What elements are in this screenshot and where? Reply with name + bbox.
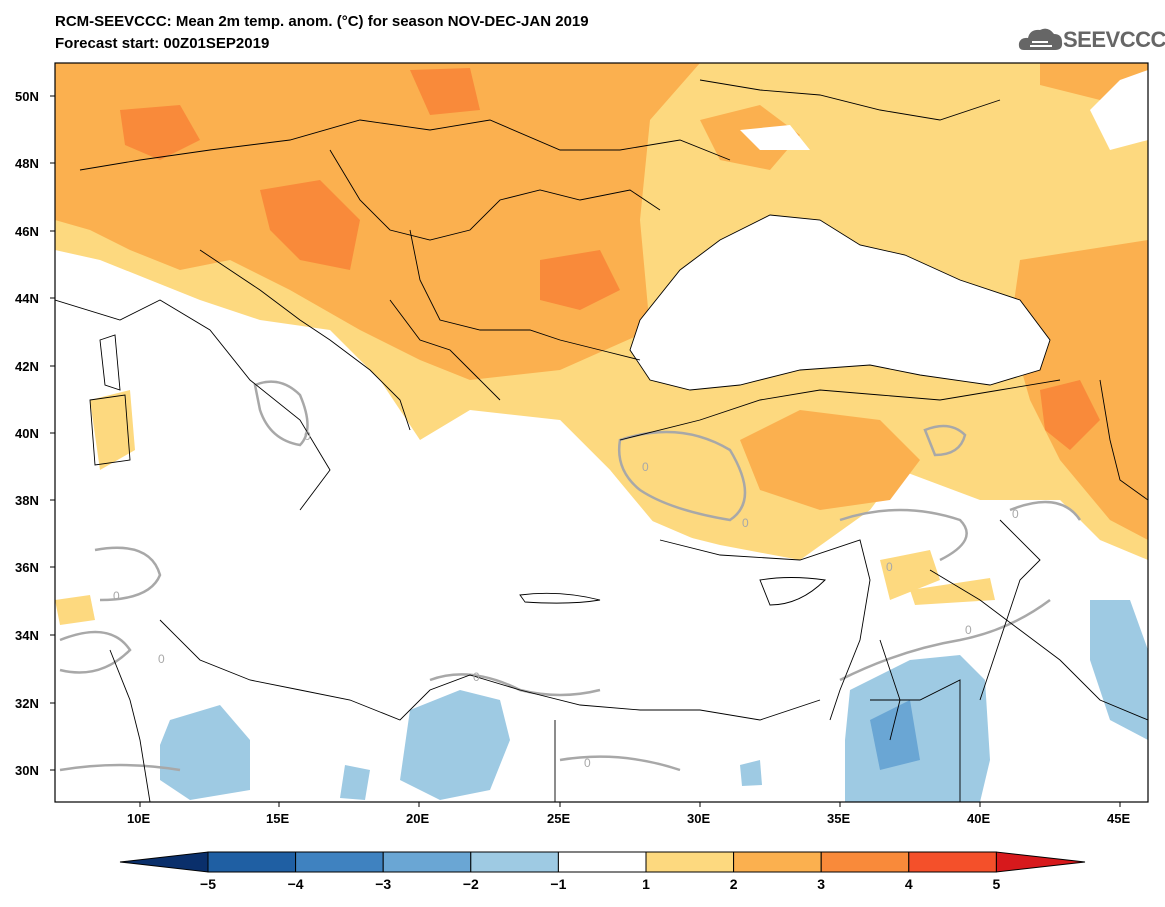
colorbar-swatch <box>557 851 647 873</box>
contour-label: 0 <box>742 516 749 530</box>
contour-labels: 0 0 0 0 0 0 0 0 0 0 <box>113 429 1019 770</box>
colorbar-tick-label: −5 <box>200 876 216 892</box>
lat-label-44n: 44N <box>15 291 39 306</box>
colorbar-swatch <box>382 851 472 873</box>
anomaly-2-3-region <box>55 63 700 380</box>
zero-contours <box>59 380 1082 772</box>
anomaly-3-4-region <box>260 180 360 270</box>
lon-label-40e: 40E <box>967 811 990 826</box>
lon-label-15e: 15E <box>266 811 289 826</box>
cloud-icon <box>1018 28 1063 50</box>
anomaly-minus-2-minus-3-region <box>870 700 920 770</box>
contour-label: 0 <box>642 460 649 474</box>
map-title: RCM-SEEVCCC: Mean 2m temp. anom. (°C) fo… <box>55 13 589 30</box>
colorbar-tick-label: 5 <box>993 876 1001 892</box>
colorbar-swatch <box>820 851 910 873</box>
colorbar-swatch <box>295 851 384 873</box>
colorbar-tick-label: 1 <box>642 876 650 892</box>
colorbar-extend-low <box>119 851 209 873</box>
lon-label-20e: 20E <box>406 811 429 826</box>
colorbar-tick-label: 3 <box>817 876 825 892</box>
lon-label-35e: 35E <box>827 811 850 826</box>
lon-label-25e: 25E <box>547 811 570 826</box>
lat-label-48n: 48N <box>15 156 39 171</box>
black-sea <box>630 215 1050 390</box>
lat-label-50n: 50N <box>15 89 39 104</box>
colorbar-swatch <box>733 851 822 873</box>
colorbar-tick-label: 4 <box>905 876 913 892</box>
lat-label-34n: 34N <box>15 628 39 643</box>
contour-label: 0 <box>473 670 480 684</box>
colorbar-swatch <box>207 851 297 873</box>
colorbar-tick-label: 2 <box>730 876 738 892</box>
colorbar-swatch <box>470 851 559 873</box>
lat-label-32n: 32N <box>15 696 39 711</box>
longitude-axis: 10E 15E 20E 25E 30E 35E 40E 45E <box>127 802 1130 826</box>
contour-label: 0 <box>886 560 893 574</box>
colorbar-swatch <box>645 851 735 873</box>
contour-label: 0 <box>965 623 972 637</box>
anomaly-minus-1-minus-2-region <box>160 705 250 800</box>
seevccc-logo-text: SEEVCCC <box>1063 27 1165 52</box>
lat-label-46n: 46N <box>15 224 39 239</box>
lat-label-42n: 42N <box>15 359 39 374</box>
country-borders <box>55 79 1148 802</box>
contour-label: 0 <box>113 589 120 603</box>
latitude-axis: 50N 48N 46N 44N 42N 40N 38N 36N 34N 32N … <box>15 89 55 778</box>
contour-label: 0 <box>584 756 591 770</box>
lon-label-30e: 30E <box>687 811 710 826</box>
lat-label-40n: 40N <box>15 426 39 441</box>
forecast-start-subtitle: Forecast start: 00Z01SEP2019 <box>55 35 270 52</box>
colorbar-tick-label: −2 <box>463 876 479 892</box>
colorbar-swatch <box>908 851 997 873</box>
shaded-anomaly-field <box>55 63 1148 802</box>
lon-label-10e: 10E <box>127 811 150 826</box>
mediterranean-region <box>55 300 1148 802</box>
colorbar-extend-high <box>995 851 1086 873</box>
contour-label: 0 <box>1012 507 1019 521</box>
colorbar: −5 −4 −3 −2 −1 1 2 3 4 5 <box>119 851 1086 892</box>
colorbar-tick-label: −3 <box>375 876 391 892</box>
colorbar-tick-label: −4 <box>288 876 304 892</box>
lat-label-36n: 36N <box>15 560 39 575</box>
lat-label-38n: 38N <box>15 493 39 508</box>
lat-label-30n: 30N <box>15 763 39 778</box>
colorbar-tick-label: −1 <box>550 876 566 892</box>
contour-label: 0 <box>304 429 311 443</box>
contour-label: 0 <box>158 652 165 666</box>
lon-label-45e: 45E <box>1107 811 1130 826</box>
